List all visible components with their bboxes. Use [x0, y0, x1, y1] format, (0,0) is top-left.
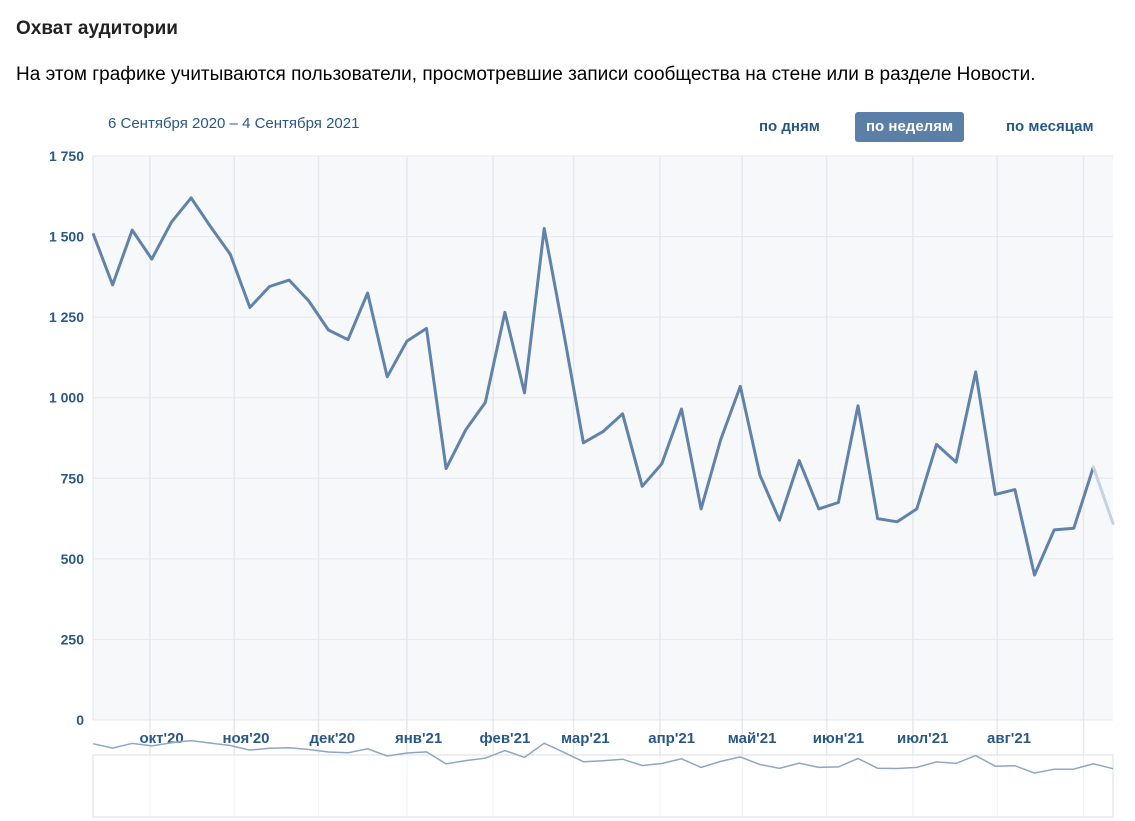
navigator-line: [92, 739, 1114, 774]
x-tick-label: апр'21: [648, 730, 695, 747]
page-title: Охват аудитории: [16, 18, 178, 39]
period-tab-weeks[interactable]: по неделям: [855, 112, 965, 142]
x-tick-label: дек'20: [309, 730, 355, 747]
range-navigator[interactable]: [92, 739, 1114, 818]
x-tick-label: июн'21: [813, 730, 864, 747]
chart-description: На этом графике учитываются пользователи…: [16, 64, 1036, 85]
x-tick-label: июл'21: [897, 730, 948, 747]
series-line: [91, 196, 1095, 577]
x-tick-label: май'21: [728, 730, 777, 747]
period-tab-days[interactable]: по дням: [759, 118, 820, 135]
y-axis: 0 250 500 750 1 000 1 250 1 500 1 750: [49, 148, 84, 728]
navigator-frame: [92, 754, 1114, 818]
x-tick-label: авг'21: [987, 730, 1031, 747]
y-tick-label: 0: [76, 712, 84, 728]
y-tick-label: 1 750: [49, 148, 84, 164]
y-tick-label: 750: [61, 470, 85, 486]
x-axis: окт'20 ноя'20 дек'20 янв'21 фев'21 мар'21 апр'…: [140, 730, 1032, 747]
series-line-group: [91, 196, 1115, 577]
date-range-label[interactable]: 6 Сентября 2020 – 4 Сентября 2021: [108, 115, 360, 132]
y-tick-label: 1 500: [49, 229, 84, 245]
plot-area: [93, 156, 1113, 720]
period-tab-months[interactable]: по месяцам: [1006, 118, 1094, 135]
x-tick-label: ноя'20: [222, 730, 269, 747]
x-tick-label: янв'21: [395, 730, 442, 747]
series-line-partial: [1091, 465, 1115, 525]
y-tick-label: 1 000: [49, 390, 84, 406]
y-tick-label: 1 250: [49, 309, 84, 325]
x-tick-label: мар'21: [561, 730, 610, 747]
x-tick-label: фев'21: [480, 730, 531, 747]
y-tick-label: 250: [61, 631, 85, 647]
y-tick-label: 500: [61, 551, 85, 567]
